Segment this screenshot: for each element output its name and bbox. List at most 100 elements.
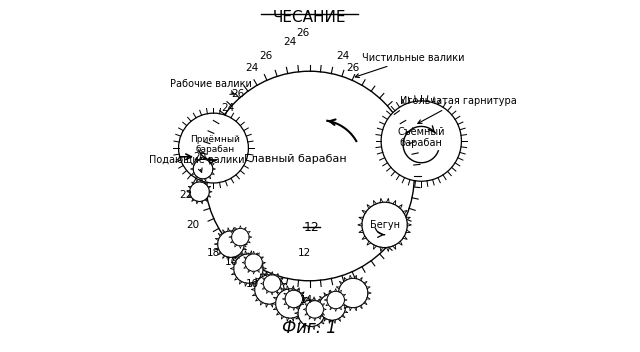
Polygon shape [303,298,305,300]
Text: 12: 12 [298,248,311,258]
Polygon shape [200,157,202,160]
Polygon shape [364,281,367,284]
Text: 22: 22 [179,190,192,200]
Polygon shape [322,313,324,315]
Text: 24: 24 [245,63,259,73]
Polygon shape [322,304,324,306]
Circle shape [232,228,249,246]
Polygon shape [257,253,259,256]
Circle shape [327,291,344,309]
Text: Приёмный
барабан: Приёмный барабан [190,135,240,154]
Polygon shape [253,271,255,274]
Polygon shape [279,278,282,280]
Polygon shape [204,178,206,181]
Text: ЧЕСАНИЕ: ЧЕСАНИЕ [273,10,346,25]
Polygon shape [373,245,376,249]
Polygon shape [239,253,242,256]
Polygon shape [301,293,304,295]
Polygon shape [324,318,326,321]
Circle shape [362,202,407,247]
Polygon shape [367,287,371,289]
Text: Игольчатая гарнитура: Игольчатая гарнитура [401,96,517,124]
Polygon shape [244,257,246,259]
Polygon shape [314,318,316,321]
Polygon shape [191,168,193,170]
Polygon shape [318,300,321,302]
Polygon shape [276,291,278,294]
Polygon shape [303,308,306,310]
Polygon shape [297,316,300,319]
Polygon shape [317,324,319,328]
Polygon shape [326,294,329,296]
Text: 16: 16 [225,257,237,266]
Polygon shape [191,199,194,202]
Polygon shape [205,199,207,202]
Polygon shape [359,217,364,220]
Text: 18: 18 [207,248,220,258]
Polygon shape [215,238,219,240]
Polygon shape [319,296,323,299]
Polygon shape [305,302,308,304]
Polygon shape [362,210,366,214]
Polygon shape [324,312,328,314]
Polygon shape [200,178,202,181]
Circle shape [245,254,262,271]
Polygon shape [344,301,348,303]
Polygon shape [228,228,230,231]
Polygon shape [380,198,383,203]
Text: 26: 26 [231,89,244,99]
Polygon shape [276,312,280,315]
Polygon shape [255,281,257,284]
Polygon shape [407,224,412,226]
Polygon shape [234,277,238,280]
Polygon shape [336,297,340,299]
Text: 26: 26 [296,28,309,38]
Polygon shape [263,268,267,270]
Polygon shape [329,290,331,294]
Polygon shape [208,195,211,197]
Polygon shape [316,306,319,308]
Polygon shape [349,307,351,311]
Polygon shape [271,292,273,295]
Polygon shape [281,316,284,319]
Polygon shape [387,198,389,203]
Polygon shape [281,288,284,291]
Polygon shape [253,251,255,254]
Polygon shape [293,287,295,290]
Polygon shape [230,268,234,270]
Polygon shape [344,277,347,281]
Polygon shape [301,312,304,315]
Polygon shape [326,303,329,306]
Polygon shape [309,300,311,302]
Polygon shape [287,285,289,289]
Polygon shape [231,262,235,264]
Circle shape [189,182,209,201]
Polygon shape [321,321,324,324]
Polygon shape [195,159,198,162]
Polygon shape [272,302,276,304]
Polygon shape [339,290,342,293]
Polygon shape [367,241,371,245]
Polygon shape [287,318,289,321]
Polygon shape [250,283,252,287]
Polygon shape [260,274,263,277]
Polygon shape [362,236,366,239]
Polygon shape [323,308,326,310]
Polygon shape [191,182,194,185]
Circle shape [339,278,368,308]
Polygon shape [403,236,407,239]
Polygon shape [359,230,364,233]
Polygon shape [248,270,250,272]
Polygon shape [280,278,284,281]
Polygon shape [255,298,259,301]
Polygon shape [343,303,346,306]
Polygon shape [304,297,307,300]
Polygon shape [297,288,300,291]
Polygon shape [367,297,371,299]
Polygon shape [231,272,235,275]
Polygon shape [212,168,216,170]
Text: 14: 14 [300,295,313,305]
Polygon shape [262,278,265,280]
Polygon shape [301,292,304,295]
Polygon shape [399,241,402,245]
